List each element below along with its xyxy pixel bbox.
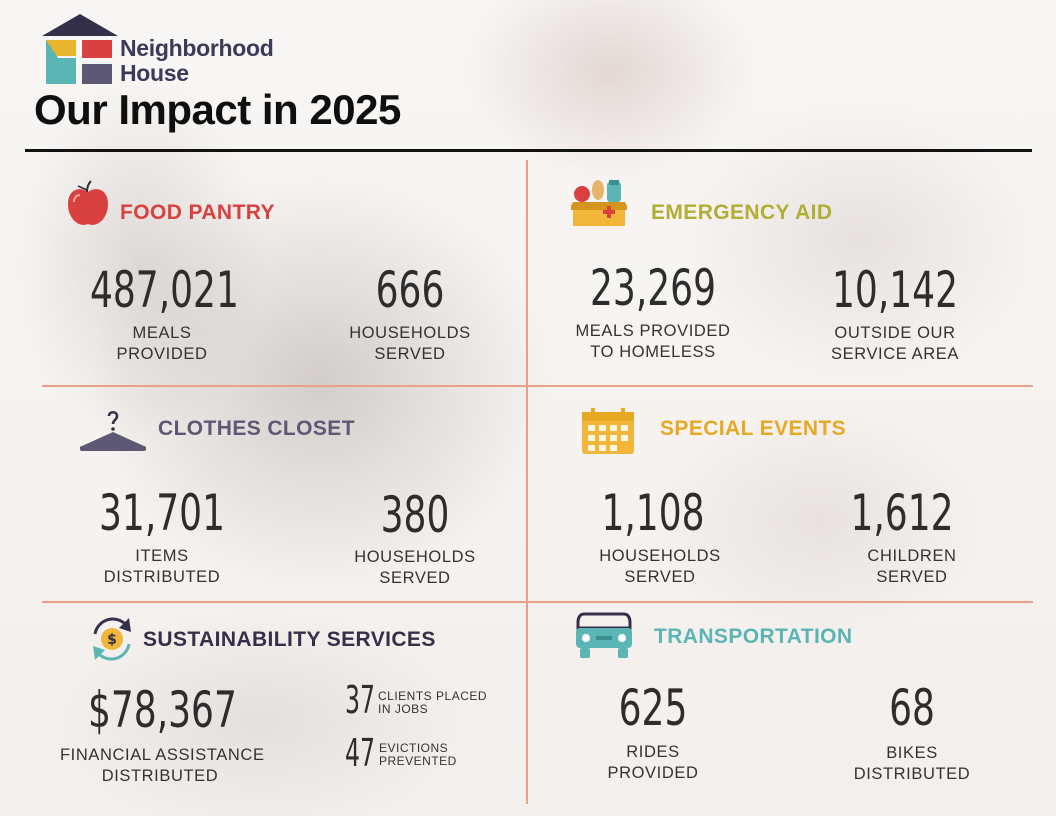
emergency-meals-value: 23,269 [590, 259, 716, 317]
financial-assistance-label-1: FINANCIAL ASSISTANCE [60, 746, 265, 764]
clothes-households-label-2: SERVED [379, 569, 451, 587]
aid-box-icon [571, 180, 627, 226]
food-households-value: 666 [375, 261, 445, 319]
svg-text:$: $ [107, 632, 117, 648]
house-logo-icon [42, 14, 118, 84]
special-events-title: SPECIAL EVENTS [660, 417, 847, 440]
food-meals-label-2: PROVIDED [116, 345, 208, 363]
evictions-label: EVICTIONS PREVENTED [379, 742, 457, 768]
clothes-items-label-2: DISTRIBUTED [103, 568, 221, 586]
jobs-label: CLIENTS PLACED IN JOBS [378, 690, 487, 716]
bikes-label-1: BIKES [886, 744, 938, 762]
logo-line-1: Neighborhood [120, 35, 274, 61]
page-title: Our Impact in 2025 [34, 86, 401, 133]
jobs-label-2: IN JOBS [378, 702, 429, 716]
clothes-items-value: 31,701 [99, 484, 225, 542]
clothes-households-label: HOUSEHOLDS SERVED [315, 547, 515, 589]
rides-label-2: PROVIDED [607, 764, 699, 782]
rides-label-1: RIDES [626, 743, 680, 761]
food-households-label-1: HOUSEHOLDS [349, 324, 471, 342]
events-children-label: CHILDREN SERVED [812, 546, 1012, 588]
title-divider [25, 149, 1032, 152]
row-divider-2 [42, 601, 1033, 603]
events-children-value: 1,612 [850, 484, 954, 542]
logo-line-2: House [120, 60, 189, 86]
row-divider-1 [42, 385, 1033, 387]
food-meals-label-1: MEALS [132, 324, 192, 342]
car-icon [576, 612, 632, 658]
clothes-items-label-1: ITEMS [135, 547, 189, 565]
emergency-outside-label-1: OUTSIDE OUR [834, 324, 956, 342]
evictions-label-2: PREVENTED [379, 754, 457, 768]
emergency-meals-label-1: MEALS PROVIDED [575, 322, 731, 340]
evictions-value: 47 [345, 731, 375, 775]
food-meals-label: MEALS PROVIDED [62, 323, 262, 365]
bikes-value: 68 [889, 679, 935, 737]
bikes-label-2: DISTRIBUTED [853, 765, 971, 783]
logo [42, 14, 292, 86]
clothes-households-value: 380 [380, 486, 450, 544]
logo-text: Neighborhood House [120, 36, 274, 86]
clothes-households-label-1: HOUSEHOLDS [354, 548, 476, 566]
clothes-closet-title: CLOTHES CLOSET [158, 417, 355, 440]
clothes-items-label: ITEMS DISTRIBUTED [62, 546, 262, 588]
events-children-label-1: CHILDREN [867, 547, 957, 565]
food-meals-value: 487,021 [90, 261, 239, 319]
food-households-label-2: SERVED [374, 345, 446, 363]
financial-assistance-value: $78,367 [88, 681, 237, 739]
bikes-label: BIKES DISTRIBUTED [812, 743, 1012, 785]
events-households-label-2: SERVED [624, 568, 696, 586]
emergency-meals-label-2: TO HOMELESS [590, 343, 716, 361]
events-households-value: 1,108 [601, 484, 705, 542]
apple-icon [68, 180, 108, 225]
financial-assistance-label-2: DISTRIBUTED [101, 767, 219, 785]
food-pantry-title: FOOD PANTRY [120, 201, 275, 224]
events-households-label-1: HOUSEHOLDS [599, 547, 721, 565]
vertical-divider [526, 160, 528, 804]
calendar-icon [582, 408, 634, 454]
evictions-label-1: EVICTIONS [379, 741, 449, 755]
emergency-outside-label-2: SERVICE AREA [831, 345, 959, 363]
financial-assistance-label: FINANCIAL ASSISTANCE DISTRIBUTED [60, 745, 265, 787]
events-households-label: HOUSEHOLDS SERVED [560, 546, 760, 588]
sustainability-title: SUSTAINABILITY SERVICES [143, 628, 436, 651]
money-cycle-icon: $ [93, 617, 131, 661]
emergency-outside-value: 10,142 [832, 261, 958, 319]
transportation-title: TRANSPORTATION [654, 625, 853, 648]
rides-value: 625 [618, 679, 688, 737]
jobs-value: 37 [345, 678, 375, 722]
emergency-aid-title: EMERGENCY AID [651, 201, 833, 224]
food-households-label: HOUSEHOLDS SERVED [310, 323, 510, 365]
events-children-label-2: SERVED [876, 568, 948, 586]
emergency-outside-label: OUTSIDE OUR SERVICE AREA [795, 323, 995, 365]
emergency-meals-label: MEALS PROVIDED TO HOMELESS [553, 321, 753, 363]
hanger-icon [80, 410, 146, 451]
rides-label: RIDES PROVIDED [553, 742, 753, 784]
jobs-label-1: CLIENTS PLACED [378, 689, 488, 703]
